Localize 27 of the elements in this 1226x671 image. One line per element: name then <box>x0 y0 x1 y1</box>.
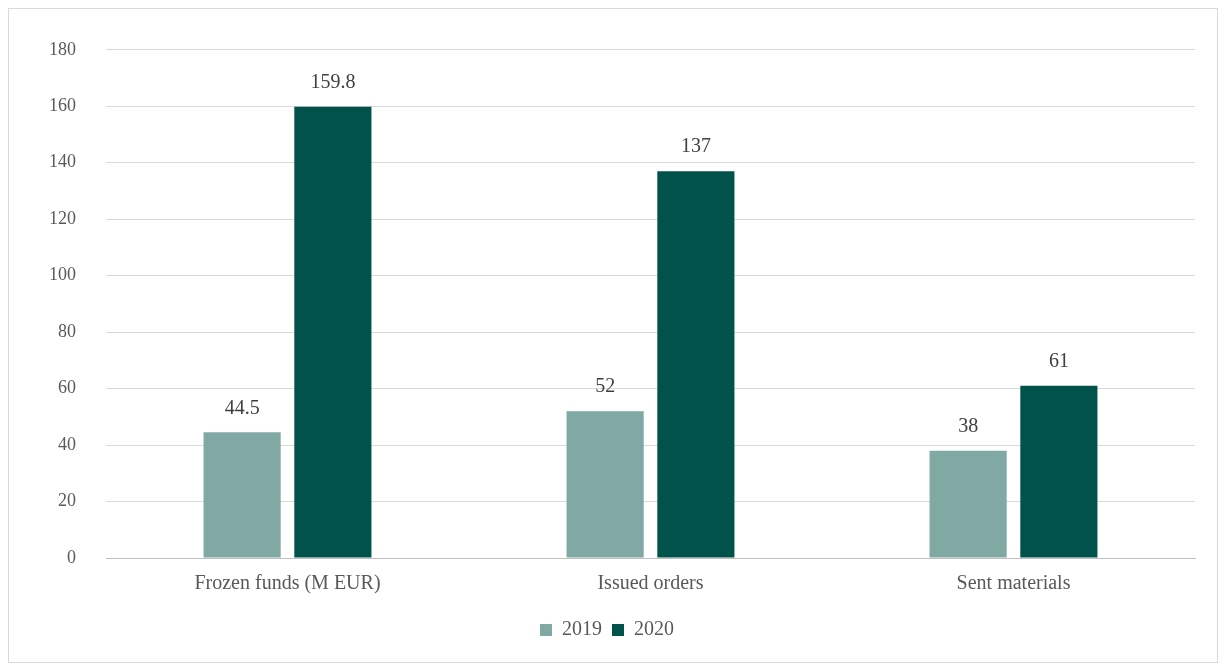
data-label: 159.8 <box>310 70 356 93</box>
x-tick-label: Frozen funds (M EUR) <box>194 571 381 595</box>
y-tick-label: 60 <box>58 377 76 398</box>
y-tick-label: 40 <box>58 433 76 454</box>
y-tick-label: 0 <box>67 546 76 567</box>
y-tick-label: 180 <box>49 38 76 59</box>
bar <box>294 106 372 558</box>
y-tick-label: 20 <box>58 490 76 511</box>
y-tick-label: 100 <box>49 264 76 285</box>
data-label: 52 <box>595 374 616 397</box>
data-label: 137 <box>680 134 711 157</box>
bar <box>657 171 735 558</box>
bar <box>203 432 281 558</box>
y-tick-label: 160 <box>49 95 76 115</box>
bar <box>1020 385 1098 558</box>
legend-label: 2020 <box>634 617 674 640</box>
legend-label: 2019 <box>562 617 602 640</box>
data-label: 38 <box>958 413 979 436</box>
x-tick-label: Sent materials <box>956 571 1071 594</box>
y-tick-label: 80 <box>58 320 76 341</box>
data-label: 44.5 <box>224 395 260 418</box>
y-tick-label: 140 <box>49 151 76 172</box>
bar <box>566 411 644 558</box>
x-tick-label: Issued orders <box>597 571 704 594</box>
bar <box>929 450 1007 558</box>
y-tick-label: 120 <box>49 207 76 228</box>
data-label: 61 <box>1048 349 1069 372</box>
